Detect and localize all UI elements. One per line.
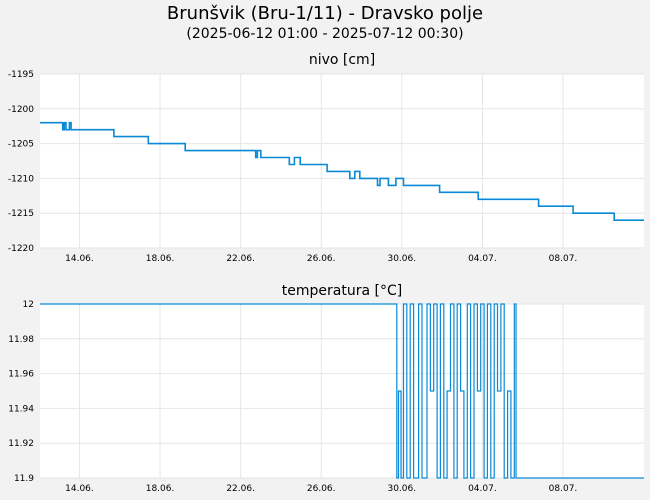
y-tick-label: -1210 (8, 174, 34, 184)
x-tick-label: 30.06. (387, 484, 416, 494)
chart-subtitle: (2025-06-12 01:00 - 2025-07-12 00:30) (186, 26, 464, 42)
y-tick-label: -1195 (8, 70, 34, 80)
panel-title: nivo [cm] (309, 52, 375, 68)
x-tick-label: 26.06. (307, 254, 336, 264)
x-tick-label: 22.06. (226, 484, 255, 494)
x-tick-label: 18.06. (146, 254, 175, 264)
y-tick-label: 11.92 (8, 439, 34, 449)
y-tick-label: -1200 (8, 105, 34, 115)
x-tick-label: 08.07. (549, 254, 578, 264)
y-tick-label: -1215 (8, 209, 34, 219)
y-tick-label: -1205 (8, 140, 34, 150)
x-tick-label: 04.07. (468, 254, 497, 264)
x-tick-label: 22.06. (226, 254, 255, 264)
series-line (40, 121, 644, 221)
y-tick-label: 11.94 (8, 404, 34, 414)
panel-title: temperatura [°C] (282, 283, 402, 299)
x-tick-label: 30.06. (387, 254, 416, 264)
x-tick-label: 08.07. (549, 484, 578, 494)
x-tick-label: 18.06. (146, 484, 175, 494)
x-tick-label: 26.06. (307, 484, 336, 494)
x-tick-label: 14.06. (65, 254, 94, 264)
series-line (40, 303, 644, 479)
plot-area (40, 74, 644, 248)
y-tick-label: -1220 (8, 244, 34, 254)
chart-title: Brunšvik (Bru-1/11) - Dravsko polje (166, 3, 484, 24)
x-tick-label: 04.07. (468, 484, 497, 494)
y-tick-label: 12 (23, 300, 34, 310)
plot-area (40, 304, 644, 478)
y-tick-label: 11.96 (8, 370, 34, 380)
x-tick-label: 14.06. (65, 484, 94, 494)
y-tick-label: 11.98 (8, 335, 34, 345)
y-tick-label: 11.9 (14, 474, 34, 484)
